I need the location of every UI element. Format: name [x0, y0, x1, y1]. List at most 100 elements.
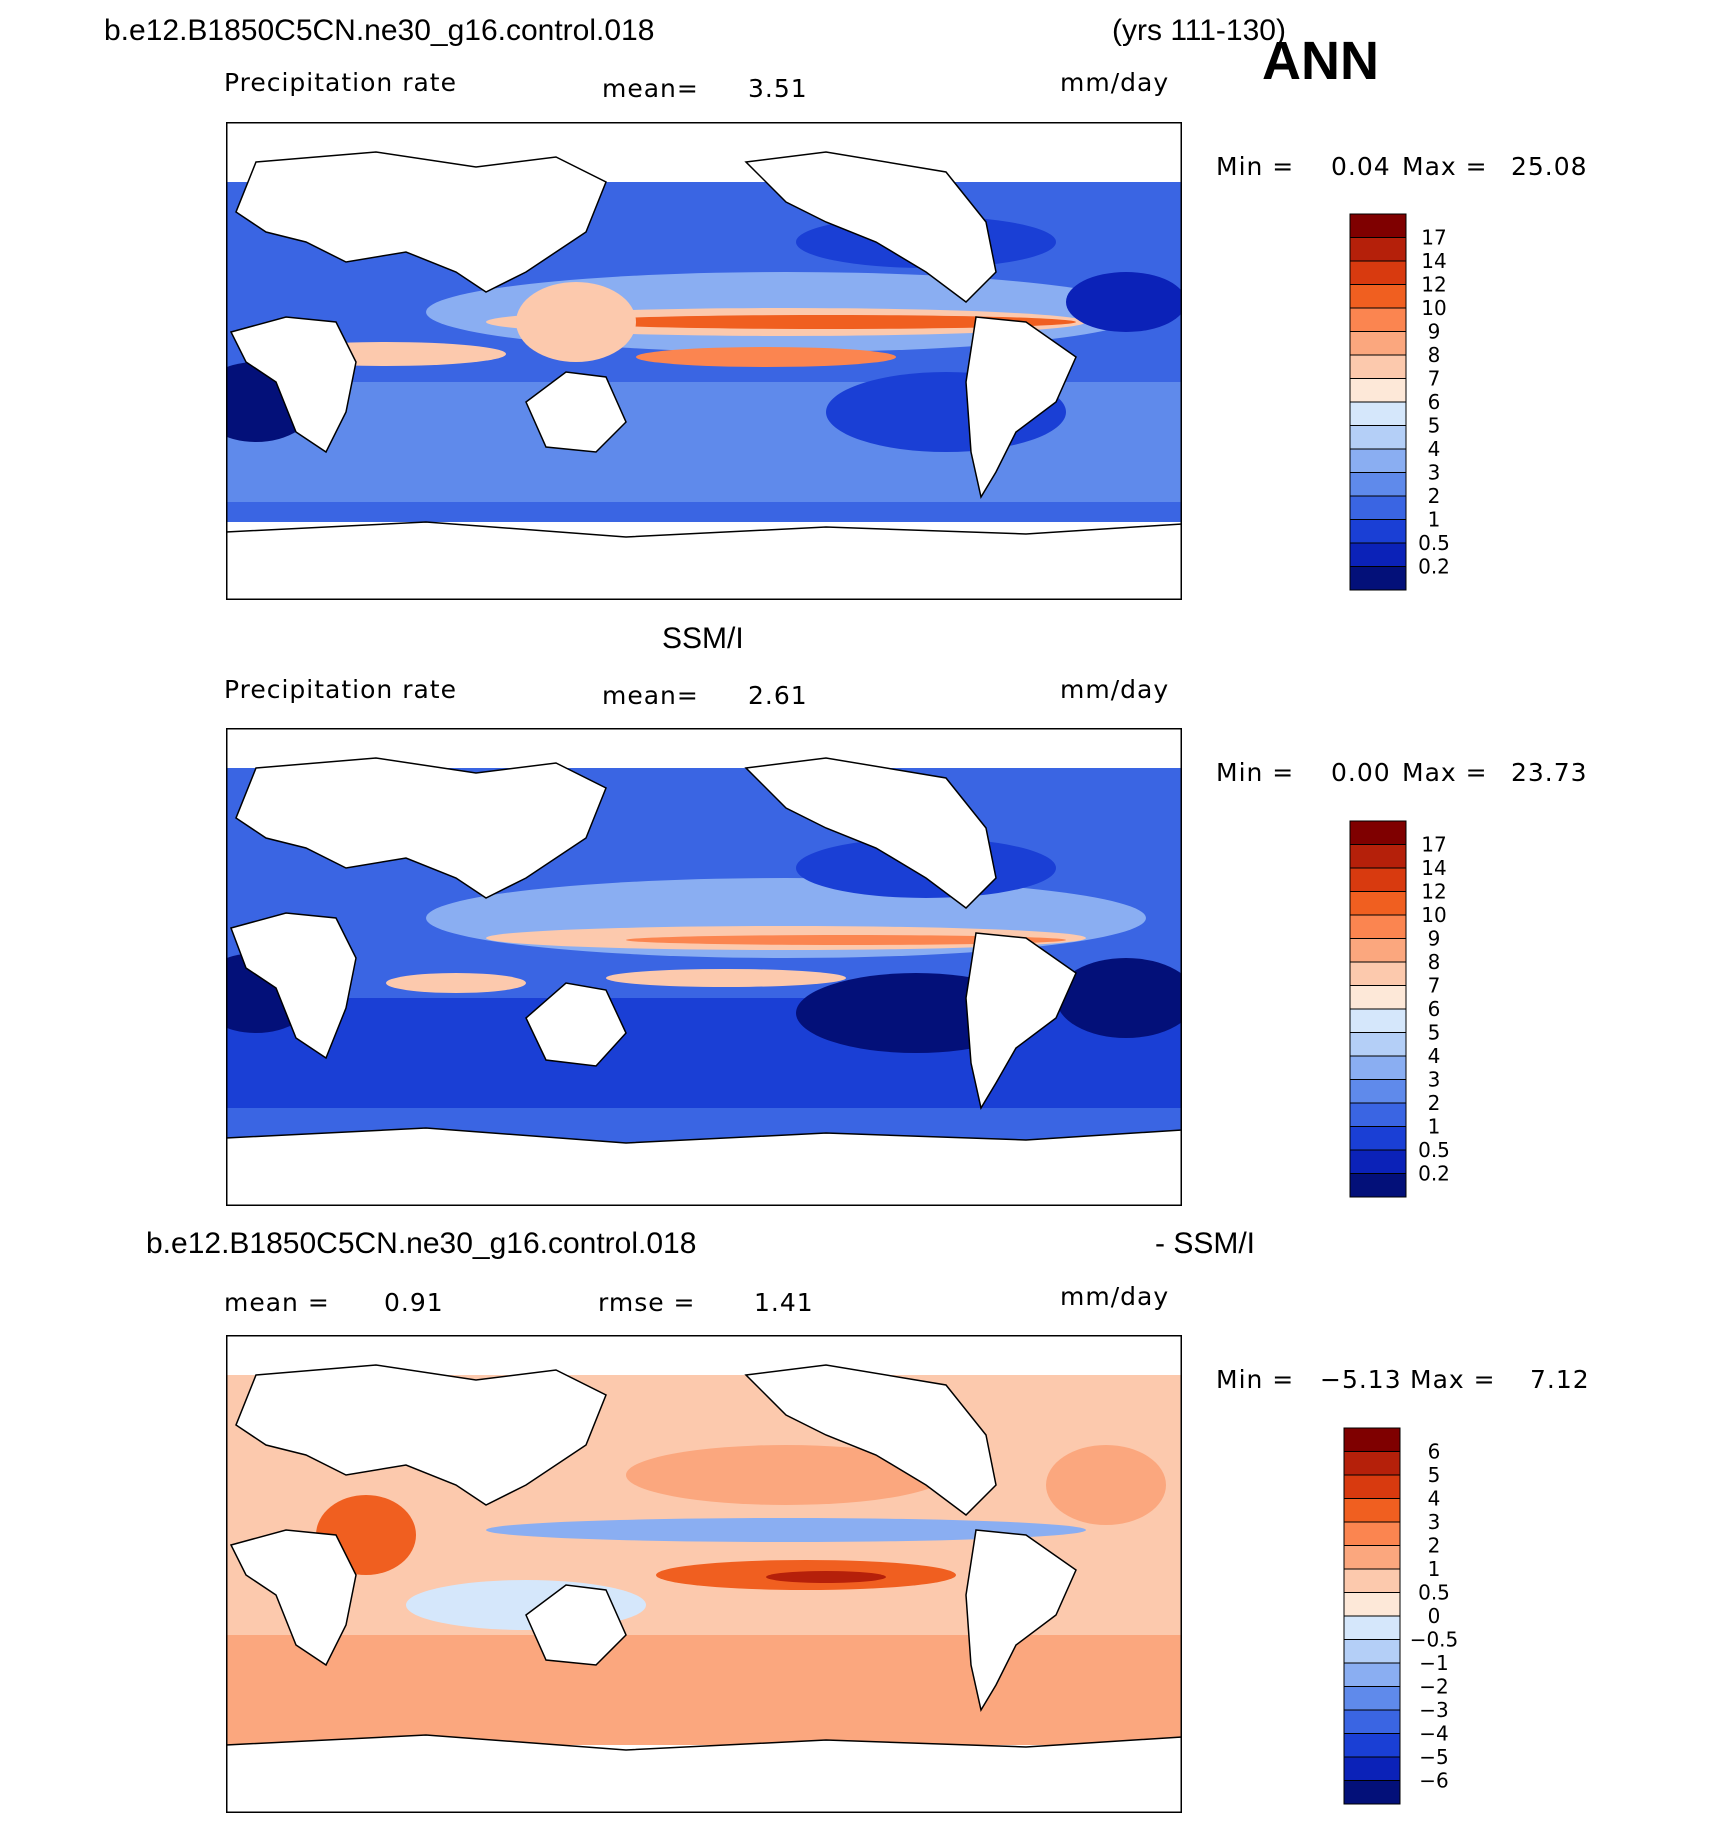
colorbar-swatch — [1349, 401, 1407, 426]
southern-band — [226, 1635, 1182, 1745]
panel2-variable: Precipitation rate — [224, 675, 457, 704]
panel1-units: mm/day — [1060, 68, 1170, 97]
colorbar-tick-label: 0.2 — [1418, 555, 1450, 579]
colorbar-swatch — [1349, 938, 1407, 963]
colorbar-tick-label: −4 — [1419, 1722, 1448, 1746]
colorbar-swatch — [1343, 1427, 1401, 1452]
africa-land — [229, 316, 357, 454]
colorbar-tick-label: 8 — [1428, 950, 1441, 974]
colorbar-tick-label: 1 — [1428, 508, 1441, 532]
colorbar-swatch — [1349, 284, 1407, 309]
colorbar-swatch — [1349, 1079, 1407, 1104]
antarctica-land — [226, 1734, 1182, 1813]
panel2-min-value: 0.00 — [1331, 758, 1391, 787]
panel3-min-value: −5.13 — [1320, 1365, 1402, 1394]
north-america-land — [744, 757, 997, 909]
panel3-mean-label: mean = — [224, 1288, 330, 1317]
panel3-title: b.e12.B1850C5CN.ne30_g16.control.018 — [146, 1227, 697, 1260]
colorbar-tick-label: 17 — [1421, 226, 1446, 250]
south-america-land — [965, 1529, 1077, 1712]
colorbar-swatch — [1349, 867, 1407, 892]
colorbar-swatch — [1349, 961, 1407, 986]
colorbar-swatch — [1349, 542, 1407, 567]
colorbar-tick-label: 9 — [1428, 320, 1441, 344]
colorbar-swatch — [1349, 213, 1407, 238]
spcz — [606, 969, 846, 987]
panel2-units: mm/day — [1060, 675, 1170, 704]
colorbar-swatch — [1349, 1173, 1407, 1198]
colorbar-tick-label: 2 — [1428, 484, 1441, 508]
eurasia-north-land — [235, 757, 607, 899]
colorbar-swatch — [1343, 1733, 1401, 1758]
panel1-variable: Precipitation rate — [224, 68, 457, 97]
colorbar-tick-label: −2 — [1419, 1675, 1448, 1699]
panel3-rmse-label: rmse = — [598, 1288, 696, 1317]
panel2-mean-value: 2.61 — [748, 681, 808, 710]
map-frame — [226, 1335, 1182, 1813]
colorbar-swatch — [1343, 1545, 1401, 1570]
colorbar-tick-label: 3 — [1428, 461, 1441, 485]
panel3-units: mm/day — [1060, 1282, 1170, 1311]
colorbar-swatch — [1343, 1592, 1401, 1617]
panel3-difference-map — [226, 1335, 1182, 1813]
colorbar-swatch — [1349, 844, 1407, 869]
colorbar-tick-label: 2 — [1428, 1091, 1441, 1115]
map-frame — [226, 728, 1182, 1206]
colorbar-tick-label: 8 — [1428, 343, 1441, 367]
colorbar-tick-label: 17 — [1421, 833, 1446, 857]
colorbar-tick-label: 5 — [1428, 1021, 1441, 1045]
colorbar-tick-label: 9 — [1428, 927, 1441, 951]
itcz-core — [576, 315, 1076, 329]
colorbar-tick-label: −0.5 — [1410, 1628, 1459, 1652]
colorbar-tick-label: 3 — [1428, 1068, 1441, 1092]
eurasia-north-land — [235, 151, 607, 293]
north-atlantic-positive — [1046, 1445, 1166, 1525]
colorbar-swatch — [1343, 1498, 1401, 1523]
colorbar-tick-label: 14 — [1421, 249, 1446, 273]
warm-pool — [516, 282, 636, 362]
panel2-mean-label: mean= — [602, 681, 699, 710]
colorbar-swatch — [1343, 1521, 1401, 1546]
colorbar-swatch — [1343, 1662, 1401, 1687]
colorbar-swatch — [1349, 1126, 1407, 1151]
africa-land — [230, 912, 357, 1060]
colorbar-swatch — [1343, 1568, 1401, 1593]
panel1-max-label: Max = — [1402, 152, 1488, 181]
itcz-core — [626, 935, 1066, 945]
panel1-mean-label: mean= — [602, 74, 699, 103]
colorbar-swatch — [1343, 1615, 1401, 1640]
colorbar-tick-label: 12 — [1421, 880, 1446, 904]
indian-ocean-band — [386, 973, 526, 993]
panel3-max-label: Max = — [1410, 1365, 1496, 1394]
colorbar-swatch — [1343, 1639, 1401, 1664]
colorbar-tick-label: −5 — [1419, 1745, 1448, 1769]
colorbar-tick-label: 4 — [1428, 1487, 1441, 1511]
colorbar-tick-label: 10 — [1421, 296, 1446, 320]
panel1-min-label: Min = — [1216, 152, 1295, 181]
panel2-title: SSM/I — [662, 622, 744, 655]
colorbar-swatch — [1349, 495, 1407, 520]
colorbar-swatch — [1349, 354, 1407, 379]
antarctica-land — [226, 1127, 1182, 1206]
australia-land — [525, 982, 627, 1067]
australia-land — [525, 371, 627, 453]
colorbar-swatch — [1349, 378, 1407, 403]
australia-land — [525, 1584, 627, 1666]
north-atlantic-dry — [1066, 272, 1182, 332]
colorbar-tick-label: 4 — [1428, 1044, 1441, 1068]
panel1-min-value: 0.04 — [1331, 152, 1391, 181]
colorbar-tick-label: 10 — [1421, 903, 1446, 927]
colorbar-tick-label: −1 — [1419, 1651, 1448, 1675]
colorbar-swatch — [1343, 1686, 1401, 1711]
panel3-max-value: 7.12 — [1530, 1365, 1590, 1394]
panel3-title-suffix: - SSM/I — [1155, 1227, 1256, 1260]
colorbar-tick-label: 7 — [1428, 974, 1441, 998]
panel3-min-label: Min = — [1216, 1365, 1295, 1394]
colorbar-tick-label: 1 — [1428, 1557, 1441, 1581]
africa-land — [229, 1529, 357, 1667]
panel3-rmse-value: 1.41 — [754, 1288, 814, 1317]
years-label: (yrs 111-130) — [1112, 14, 1286, 47]
colorbar-swatch — [1343, 1780, 1401, 1805]
